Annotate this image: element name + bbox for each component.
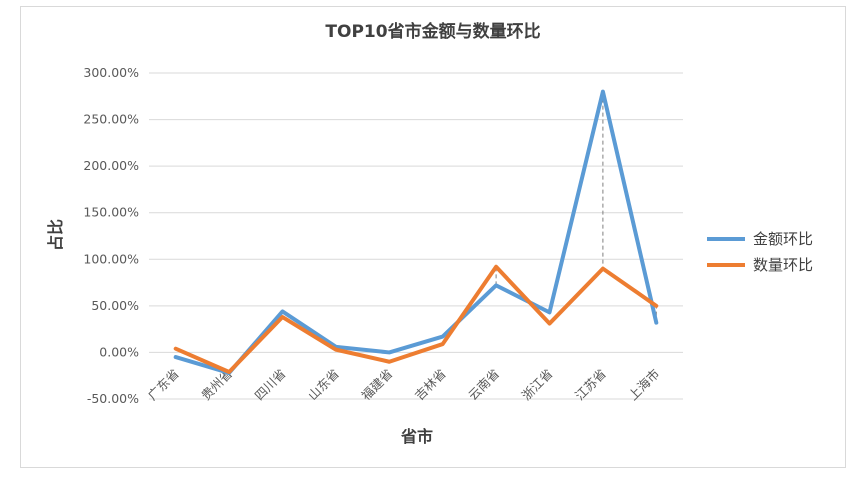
y-tick-label: 300.00%: [83, 65, 139, 80]
x-tick-label: 吉林省: [412, 366, 449, 403]
series-line-1: [173, 264, 659, 374]
series-line-0: [173, 89, 659, 375]
x-axis-title: 省市: [400, 427, 433, 446]
x-tick-label: 浙江省: [518, 366, 555, 403]
y-axis-title: 占比: [46, 219, 65, 251]
y-tick-label: 50.00%: [91, 298, 139, 313]
y-tick-label: -50.00%: [87, 391, 139, 406]
gridlines: [149, 72, 683, 400]
chart-svg: TOP10省市金额与数量环比 -50.00% 0.00% 50.00% 100.00%…: [46, 21, 813, 446]
legend-label: 数量环比: [753, 256, 813, 274]
y-tick-label: 100.00%: [83, 251, 139, 266]
x-tick-label: 江苏省: [572, 366, 609, 403]
y-tick-label: 150.00%: [83, 205, 139, 220]
series-lines: [173, 89, 659, 375]
x-tick-label: 山东省: [305, 366, 342, 403]
chart-frame: TOP10省市金额与数量环比 -50.00% 0.00% 50.00% 100.00%…: [20, 6, 846, 468]
x-tick-label: 四川省: [251, 366, 288, 403]
y-tick-label: 200.00%: [83, 158, 139, 173]
x-tick-label: 上海市: [625, 366, 662, 403]
x-tick-label: 云南省: [465, 366, 502, 403]
chart-title: TOP10省市金额与数量环比: [325, 21, 540, 42]
x-tick-label: 广东省: [145, 366, 182, 403]
y-tick-labels: -50.00% 0.00% 50.00% 100.00% 150.00% 200.00% 2…: [83, 65, 139, 406]
x-tick-label: 福建省: [358, 366, 395, 403]
y-tick-label: 0.00%: [99, 344, 139, 359]
legend-label: 金额环比: [753, 230, 813, 248]
y-tick-label: 250.00%: [83, 112, 139, 127]
